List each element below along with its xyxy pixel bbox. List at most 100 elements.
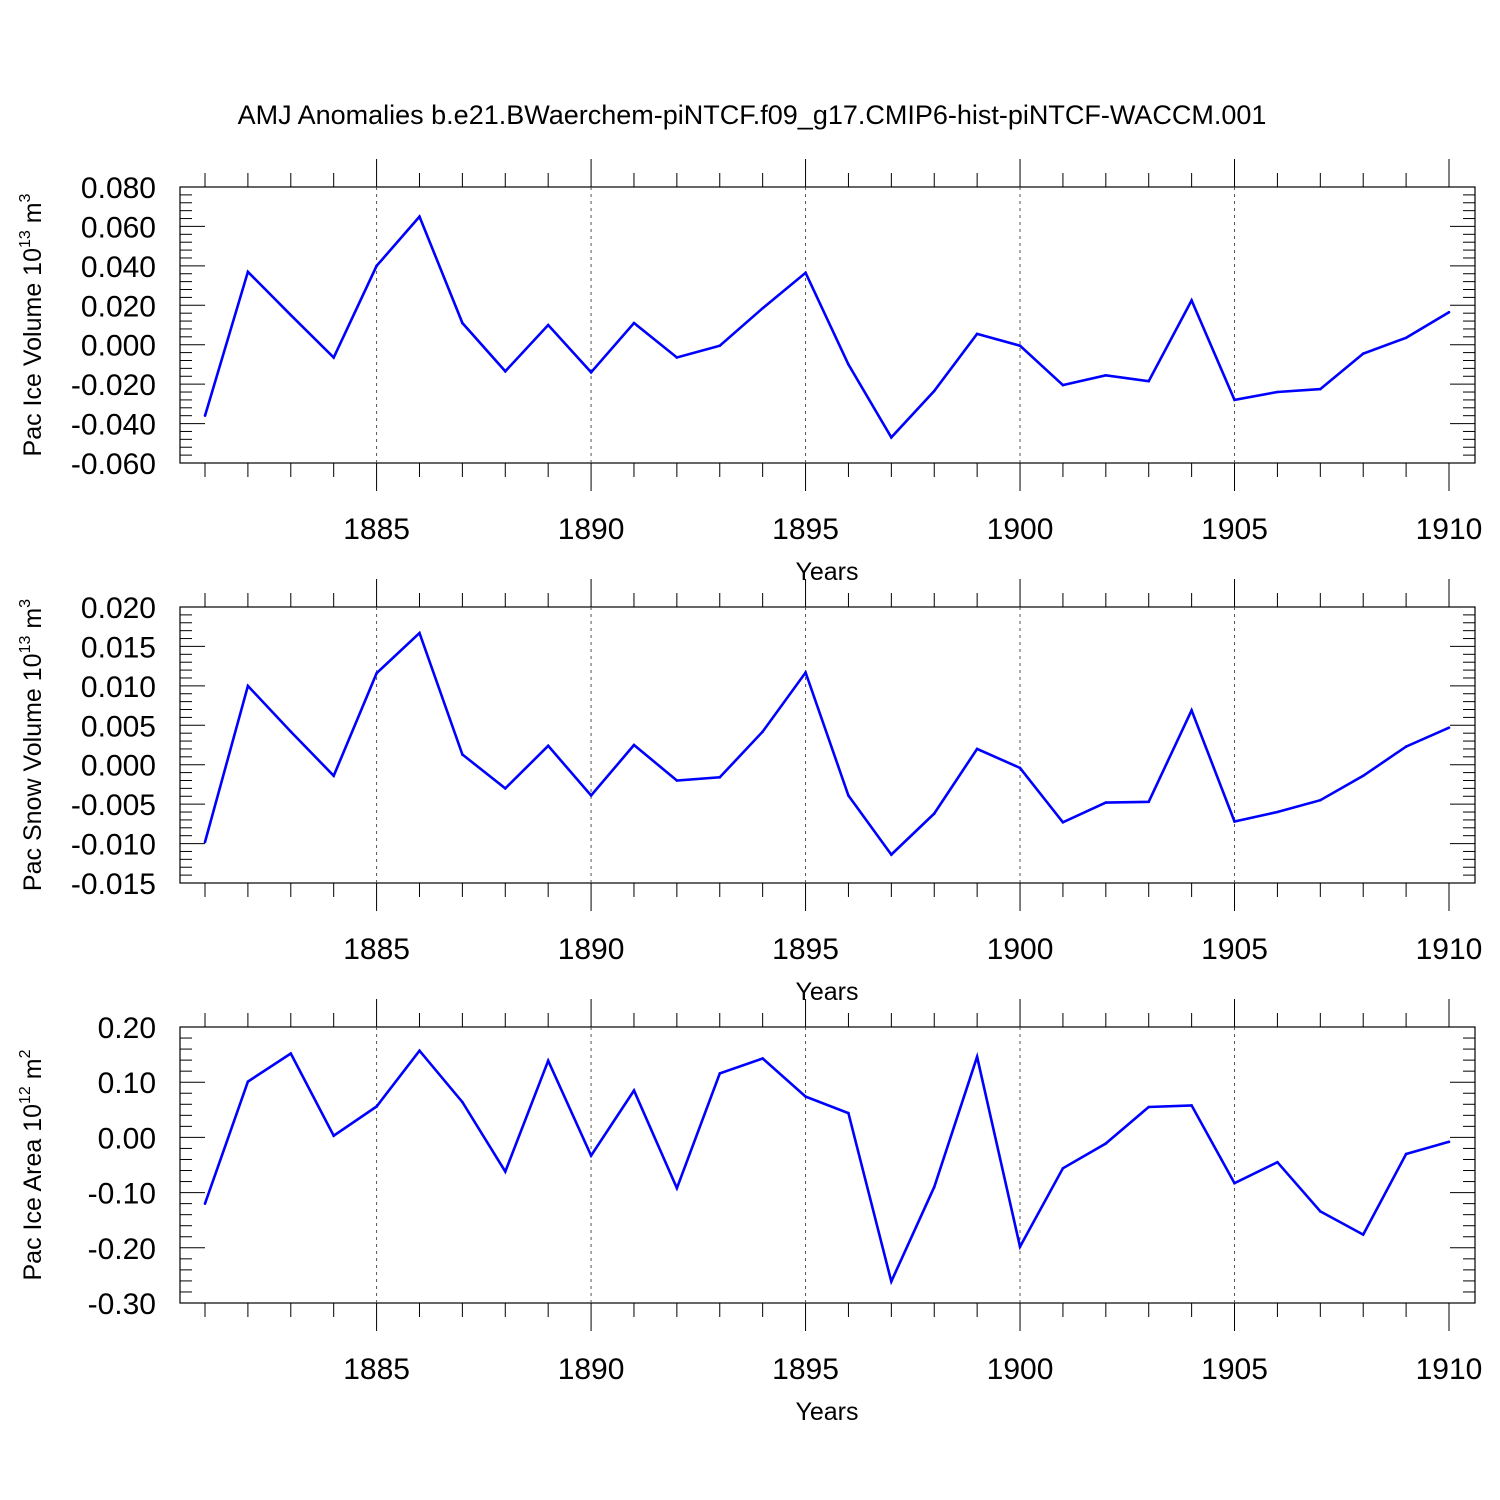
data-point xyxy=(1276,390,1279,394)
series-line xyxy=(203,1048,1450,1286)
y-axis-title: Pac Ice Volume 1013 m3 xyxy=(17,193,47,456)
data-point xyxy=(932,389,936,393)
x-tick-label: 1885 xyxy=(343,1353,410,1386)
y-tick-label: 0.020 xyxy=(81,290,156,323)
data-point xyxy=(1147,800,1151,804)
data-point xyxy=(718,344,722,348)
data-point xyxy=(632,1089,636,1092)
data-point xyxy=(1018,766,1022,770)
data-point xyxy=(1233,398,1236,402)
data-point xyxy=(975,1055,979,1059)
figure-title: AMJ Anomalies b.e21.BWaerchem-piNTCF.f09… xyxy=(238,100,1267,130)
series-line xyxy=(203,214,1450,440)
x-tick-label: 1895 xyxy=(772,1353,839,1386)
data-point xyxy=(1018,344,1022,348)
data-point xyxy=(1361,774,1365,778)
data-point xyxy=(632,743,636,747)
data-point xyxy=(332,356,335,359)
y-tick-label: 0.010 xyxy=(81,671,156,704)
data-point xyxy=(847,1111,850,1115)
data-point xyxy=(761,1057,764,1060)
data-point xyxy=(1233,820,1236,823)
data-point xyxy=(1276,810,1279,814)
data-point xyxy=(1276,1160,1279,1164)
data-point xyxy=(461,1100,464,1104)
data-point xyxy=(1361,1233,1365,1236)
data-point xyxy=(589,1154,593,1157)
data-point xyxy=(589,794,593,797)
plot-frame xyxy=(179,606,1476,884)
data-point xyxy=(203,414,207,417)
data-point xyxy=(1018,1245,1022,1248)
data-point xyxy=(1147,1105,1151,1109)
data-point xyxy=(289,313,293,317)
data-point xyxy=(1104,801,1108,804)
data-point xyxy=(1147,379,1151,383)
data-point xyxy=(1447,1140,1451,1144)
data-point xyxy=(804,1095,807,1098)
x-tick-label: 1905 xyxy=(1201,1353,1268,1386)
series-line xyxy=(203,630,1450,857)
data-point xyxy=(418,1049,421,1053)
y-axis-title-unit: m xyxy=(19,1058,47,1086)
data-point xyxy=(847,363,850,366)
data-point xyxy=(1319,387,1322,391)
y-axis-title: Pac Snow Volume 1013 m3 xyxy=(17,599,47,891)
y-tick-label: -0.20 xyxy=(88,1233,156,1266)
data-point xyxy=(1061,1167,1065,1170)
data-point xyxy=(1361,352,1365,355)
y-axis-title: Pac Ice Area 1012 m2 xyxy=(17,1049,47,1280)
x-tick-label: 1900 xyxy=(987,1353,1054,1386)
x-axis-title: Years xyxy=(795,1398,858,1426)
data-point xyxy=(1190,709,1193,712)
data-point xyxy=(203,840,207,844)
y-axis-title-exponent: 13 xyxy=(17,636,34,654)
y-tick-label: 0.20 xyxy=(98,1012,156,1045)
data-point xyxy=(1447,310,1451,314)
data-point xyxy=(932,1185,936,1189)
chart-panel-1: 0.080 0.060 0.040 0.020 0.000 -0.020 -0.040 -0.… xyxy=(17,159,1482,586)
data-point xyxy=(1404,336,1408,340)
data-point xyxy=(418,631,421,635)
data-point xyxy=(675,1186,679,1190)
data-point xyxy=(804,671,807,674)
y-tick-label: -0.010 xyxy=(71,829,156,862)
x-tick-label: 1895 xyxy=(772,513,839,546)
chart-panel-3: 0.20 0.10 0.00 -0.10 -0.20 -0.30 1885 1890 1895 1… xyxy=(17,999,1482,1426)
data-point xyxy=(375,671,378,675)
y-tick-label: 0.000 xyxy=(81,330,156,363)
data-point xyxy=(1404,745,1408,748)
y-axis-title-exponent: 13 xyxy=(17,230,34,248)
y-axis-title-unit-exponent: 3 xyxy=(17,599,34,608)
y-tick-label: -0.10 xyxy=(88,1178,156,1211)
data-point xyxy=(503,1170,507,1173)
y-tick-label: 0.015 xyxy=(81,631,156,664)
data-point xyxy=(890,853,893,856)
x-tick-label: 1895 xyxy=(772,933,839,966)
data-point xyxy=(418,215,421,218)
y-tick-label: 0.020 xyxy=(81,592,156,625)
data-point xyxy=(503,370,507,373)
data-point xyxy=(761,306,764,310)
data-point xyxy=(890,1280,893,1283)
y-axis-title-unit-exponent: 2 xyxy=(17,1049,34,1058)
y-axis-title-text: Pac Ice Area 10 xyxy=(19,1104,47,1281)
data-point xyxy=(675,356,679,359)
data-point xyxy=(1190,1104,1193,1107)
data-point xyxy=(546,744,550,748)
y-tick-label: -0.005 xyxy=(71,789,156,822)
x-tick-label: 1890 xyxy=(558,1353,625,1386)
y-tick-label: -0.020 xyxy=(71,369,156,402)
data-point xyxy=(203,1202,207,1205)
data-point xyxy=(375,264,378,268)
y-tick-label: 0.080 xyxy=(81,172,156,205)
x-tick-label: 1900 xyxy=(987,933,1054,966)
y-axis-title-text: Pac Snow Volume 10 xyxy=(19,653,47,891)
data-point xyxy=(461,753,464,756)
y-tick-label: 0.040 xyxy=(81,251,156,284)
data-point xyxy=(332,774,335,778)
panels: 0.080 0.060 0.040 0.020 0.000 -0.020 -0.040 -0.… xyxy=(17,159,1482,1426)
data-point xyxy=(975,747,979,751)
data-point xyxy=(546,1059,550,1062)
data-point xyxy=(675,779,679,782)
